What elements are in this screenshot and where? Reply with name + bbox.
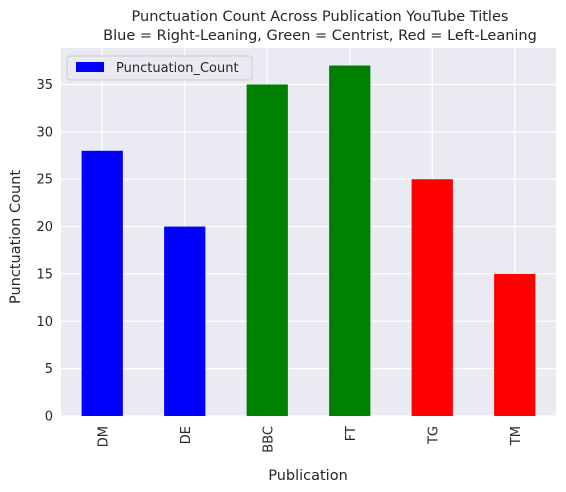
- y-tick-label: 0: [45, 410, 53, 425]
- y-tick-label: 10: [36, 315, 53, 330]
- x-tick-label: BBC: [261, 426, 276, 453]
- y-gridlines: [61, 83, 556, 417]
- bar-dm: [81, 150, 123, 416]
- bar-tg: [411, 179, 453, 416]
- x-axis-label: Publication: [268, 468, 348, 484]
- y-tick-label: 30: [36, 125, 53, 140]
- y-tick-label: 5: [45, 362, 53, 377]
- legend: Punctuation_Count: [66, 55, 253, 81]
- x-tick-label: DE: [179, 426, 194, 444]
- chart-subtitle: Blue = Right-Leaning, Green = Centrist, …: [103, 28, 537, 44]
- bars-group: [81, 65, 536, 417]
- chart-title: Punctuation Count Across Publication You…: [132, 9, 509, 25]
- bar-ft: [329, 65, 371, 417]
- y-axis-ticks: 0 5 10 15 20 25 30 35: [36, 78, 53, 425]
- legend-swatch: [76, 62, 104, 72]
- x-tick-label: TG: [426, 426, 441, 445]
- y-axis-label: Punctuation Count: [8, 170, 24, 304]
- x-axis-ticks: DM DE BBC FT TG TM: [96, 426, 524, 453]
- bar-de: [164, 226, 206, 416]
- legend-box: [66, 55, 253, 81]
- x-tick-label: FT: [344, 426, 359, 441]
- bar-tm: [494, 273, 536, 416]
- y-tick-label: 35: [36, 78, 53, 93]
- x-tick-label: TM: [509, 426, 524, 446]
- y-tick-label: 15: [36, 267, 53, 282]
- y-tick-label: 20: [36, 220, 53, 235]
- bar-bbc: [246, 84, 288, 416]
- plot-area: [61, 48, 556, 416]
- legend-label: Punctuation_Count: [116, 61, 239, 76]
- y-tick-label: 25: [36, 173, 53, 188]
- x-tick-label: DM: [96, 426, 111, 447]
